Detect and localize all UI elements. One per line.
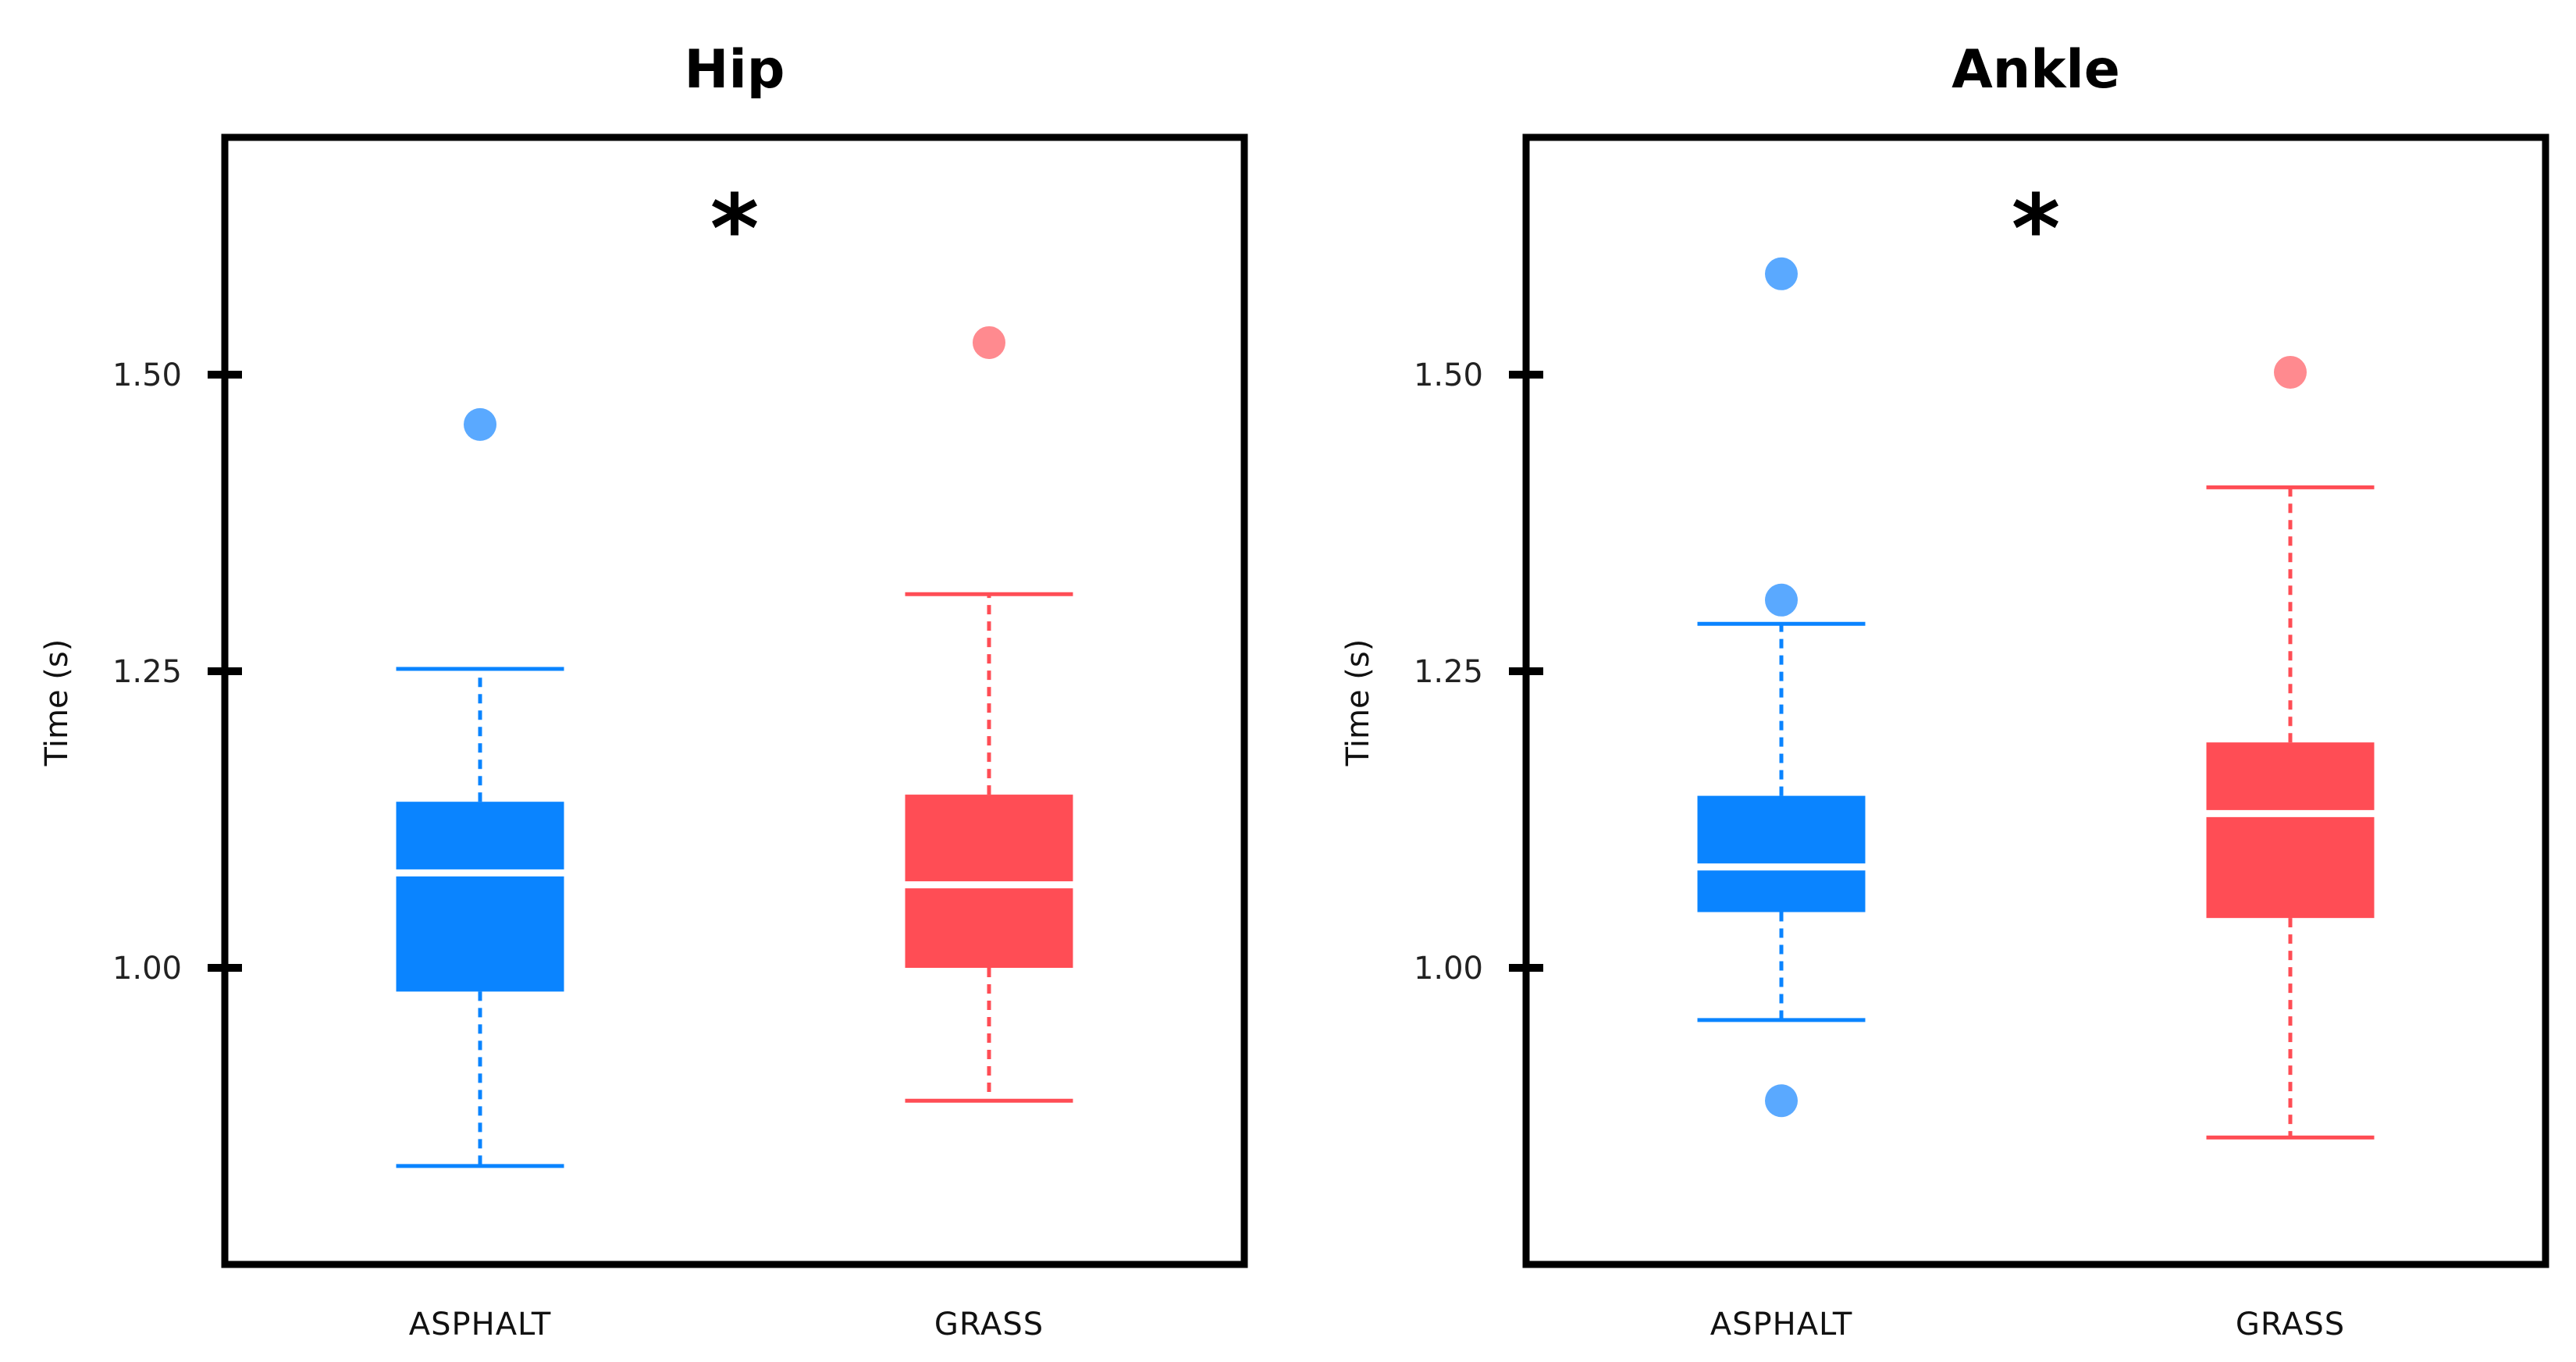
outlier-point xyxy=(1765,257,1798,290)
significance-marker: * xyxy=(710,176,760,284)
iqr-box xyxy=(905,795,1073,968)
plot-frame xyxy=(221,133,1248,1268)
y-axis-title: Time (s) xyxy=(1340,639,1376,767)
x-category-label: ASPHALT xyxy=(1710,1307,1853,1342)
outlier-point xyxy=(973,325,1005,359)
iqr-box xyxy=(2206,742,2375,919)
y-tick-label: 1.50 xyxy=(1414,357,1483,393)
outlier-point xyxy=(1765,583,1798,617)
box-asphalt xyxy=(1697,257,1866,1118)
iqr-box xyxy=(396,802,564,992)
box-asphalt xyxy=(396,407,564,1168)
y-tick-label: 1.50 xyxy=(112,357,182,393)
plot-frame xyxy=(1522,133,2549,1268)
y-tick-label: 1.25 xyxy=(112,654,182,690)
panel-title: Hip xyxy=(685,39,785,101)
y-tick-label: 1.25 xyxy=(1414,654,1483,690)
iqr-box xyxy=(1697,795,1866,912)
y-tick-label: 1.00 xyxy=(112,951,182,987)
outlier-point xyxy=(1765,1084,1798,1118)
ankle-panel: Ankle Time (s) * 1.00 1.25 1.50 ASPHALT GRAS… xyxy=(1340,39,2549,1342)
panel-title: Ankle xyxy=(1952,39,2120,101)
outlier-point xyxy=(2274,355,2307,389)
hip-panel: Hip Time (s) * 1.00 1.25 1.50 ASPHALT GRASS xyxy=(39,39,1248,1342)
y-axis-title: Time (s) xyxy=(39,639,75,767)
y-tick-label: 1.00 xyxy=(1414,951,1483,987)
x-category-label: ASPHALT xyxy=(409,1307,552,1342)
outlier-point xyxy=(464,407,496,441)
box-grass xyxy=(2206,355,2375,1140)
significance-marker: * xyxy=(2012,176,2061,284)
x-category-label: GRASS xyxy=(2236,1307,2345,1342)
x-category-label: GRASS xyxy=(934,1307,1044,1342)
box-grass xyxy=(905,325,1073,1103)
